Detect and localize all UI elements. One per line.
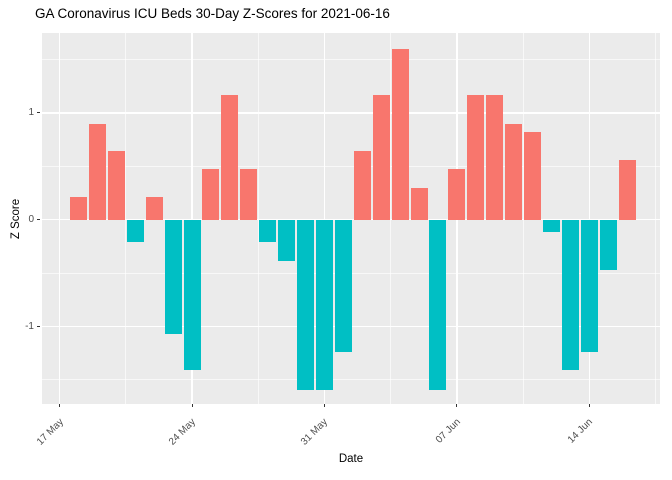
bar-2021-05-30 bbox=[297, 219, 315, 391]
v-minor-gridline bbox=[125, 33, 127, 404]
bar-2021-05-25 bbox=[202, 169, 220, 220]
bar-2021-06-07 bbox=[448, 169, 466, 220]
v-minor-gridline bbox=[655, 33, 656, 404]
chart-title: GA Coronavirus ICU Beds 30-Day Z-Scores … bbox=[35, 6, 390, 21]
bar-2021-06-13 bbox=[561, 219, 579, 370]
bar-2021-06-08 bbox=[467, 94, 485, 220]
x-tick-label: 07 Jun bbox=[433, 416, 463, 446]
y-tick-label: 1 bbox=[28, 107, 34, 119]
x-tick-mark bbox=[191, 404, 193, 407]
h-major-gridline bbox=[42, 218, 660, 221]
y-axis-title: Z Score bbox=[10, 198, 22, 240]
bar-2021-06-15 bbox=[599, 219, 617, 270]
x-tick-label: 24 May bbox=[166, 416, 198, 448]
y-tick-mark bbox=[36, 112, 40, 114]
y-tick-mark bbox=[36, 325, 40, 327]
x-tick-label: 31 May bbox=[299, 416, 331, 448]
bar-2021-05-28 bbox=[259, 219, 277, 242]
bar-2021-05-27 bbox=[240, 169, 258, 220]
bar-2021-06-04 bbox=[391, 48, 409, 220]
v-major-gridline bbox=[323, 33, 326, 404]
bar-2021-05-18 bbox=[70, 197, 87, 220]
h-minor-gridline bbox=[42, 59, 660, 60]
bar-2021-06-10 bbox=[505, 123, 523, 220]
bar-2021-05-22 bbox=[145, 197, 163, 220]
plot-panel bbox=[42, 33, 660, 404]
x-axis-title: Date bbox=[338, 453, 364, 465]
bar-2021-05-23 bbox=[164, 219, 182, 334]
bar-2021-05-20 bbox=[107, 151, 125, 220]
bar-2021-05-24 bbox=[183, 219, 201, 370]
v-major-gridline bbox=[588, 33, 590, 404]
v-major-gridline bbox=[58, 33, 61, 404]
y-tick-mark bbox=[36, 219, 40, 221]
bar-2021-05-29 bbox=[278, 219, 296, 262]
bar-2021-06-03 bbox=[372, 94, 390, 220]
bar-2021-06-14 bbox=[580, 219, 598, 352]
bar-2021-05-21 bbox=[126, 219, 144, 242]
bar-2021-05-19 bbox=[88, 123, 106, 220]
y-tick-label: -1 bbox=[25, 320, 34, 332]
bar-2021-06-11 bbox=[524, 132, 542, 220]
x-tick-mark bbox=[588, 404, 590, 407]
v-minor-gridline bbox=[257, 33, 259, 404]
x-tick-mark bbox=[456, 404, 458, 407]
x-tick-label: 14 Jun bbox=[566, 416, 596, 446]
bar-2021-06-16 bbox=[618, 159, 636, 220]
bar-2021-05-26 bbox=[221, 94, 239, 220]
v-major-gridline bbox=[191, 33, 193, 404]
x-tick-label: 17 May bbox=[34, 416, 66, 448]
bar-2021-06-06 bbox=[429, 219, 447, 391]
h-minor-gridline bbox=[42, 379, 660, 380]
bar-2021-06-02 bbox=[353, 151, 371, 220]
x-tick-mark bbox=[323, 404, 325, 407]
h-minor-gridline bbox=[42, 165, 660, 167]
v-minor-gridline bbox=[522, 33, 524, 404]
bar-2021-06-05 bbox=[410, 187, 428, 220]
x-tick-mark bbox=[59, 404, 61, 407]
bar-2021-06-01 bbox=[334, 219, 352, 352]
bar-2021-06-09 bbox=[486, 94, 504, 220]
bar-2021-05-31 bbox=[315, 219, 333, 391]
y-tick-label: 0 bbox=[28, 214, 34, 226]
bar-2021-06-12 bbox=[543, 219, 560, 233]
v-minor-gridline bbox=[390, 33, 392, 404]
h-major-gridline bbox=[42, 112, 660, 114]
